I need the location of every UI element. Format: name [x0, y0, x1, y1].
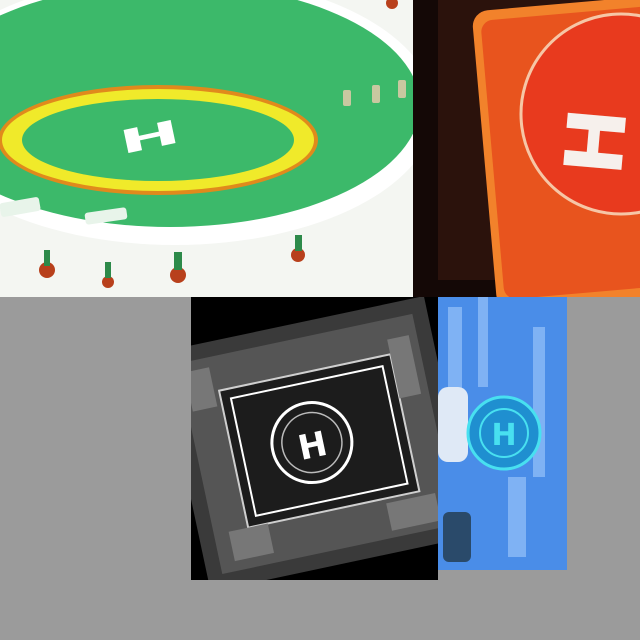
pad-inner [22, 99, 294, 181]
green-helipad-photo: H [0, 0, 413, 297]
plant-pots [39, 0, 398, 288]
edge-lights [343, 80, 406, 106]
aerial-helipad-image: H [191, 297, 438, 580]
side-shape [438, 387, 468, 462]
helipad-mat: H [472, 0, 640, 297]
helipad-letter-blue: H [491, 418, 516, 453]
pad-side-marks [0, 197, 128, 225]
corner-shape [443, 512, 471, 562]
aerial-scene: H [191, 297, 438, 580]
blue-helipad-photo: H [438, 297, 567, 570]
aerial-helipad-photo: H [191, 297, 438, 580]
helipad-badge [466, 395, 542, 471]
blue-helipad-image: H [438, 297, 567, 570]
red-helipad-photo: H [413, 0, 640, 297]
red-helipad-image: H [413, 0, 640, 297]
helipad-letter-red: H [547, 104, 640, 179]
green-helipad-image: H [0, 0, 413, 297]
rooftop-buildings [191, 335, 438, 562]
